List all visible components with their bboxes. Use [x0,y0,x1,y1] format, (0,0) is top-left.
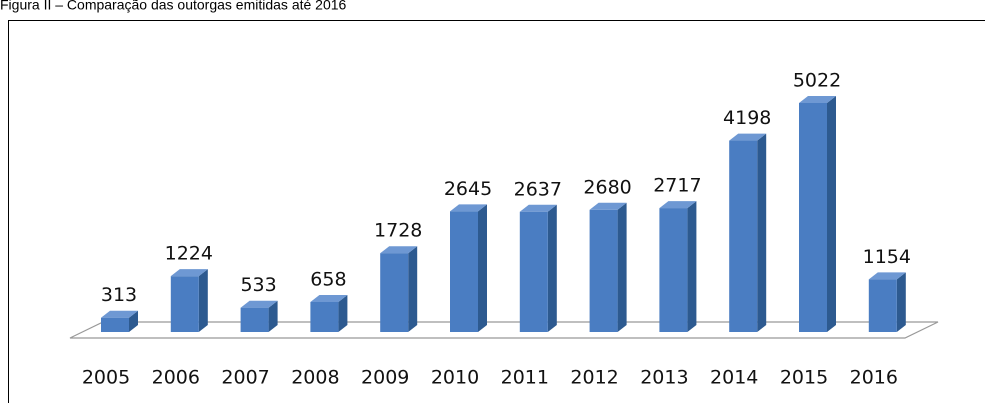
bar [101,317,129,332]
x-tick-label: 2011 [501,367,549,389]
bar-top [310,294,348,302]
value-label: 2645 [444,178,492,200]
bar [240,307,269,332]
bar [450,211,478,332]
bar-side [478,204,487,332]
x-tick-label: 2012 [570,367,618,389]
value-label: 533 [240,274,276,296]
bar-top [170,269,208,277]
bar [729,140,758,332]
bar-side [268,300,278,332]
value-label: 1728 [374,220,422,242]
x-tick-label: 2014 [710,367,758,389]
bar [589,209,618,332]
bar-side [198,269,208,332]
value-label: 313 [101,284,137,306]
x-tick-label: 2009 [361,367,409,389]
value-label: 1224 [165,243,213,265]
bar-top [240,300,278,308]
bar [170,276,199,332]
bar-top [659,201,697,209]
bar-top [450,204,487,212]
bar [659,208,688,332]
bar-side [896,272,906,332]
value-label: 2637 [514,178,562,200]
bar-top [868,272,906,280]
value-label: 5022 [793,70,841,92]
x-tick-label: 2016 [850,367,898,389]
bar [519,211,548,332]
chart-frame [8,20,985,403]
x-tick-label: 2010 [431,367,479,389]
chart-title: Figura II – Comparação das outorgas emit… [0,0,347,13]
value-label: 1154 [863,246,911,268]
value-label: 4198 [723,107,771,129]
bar-side [408,246,418,332]
bar-top [589,202,627,210]
bar-top [519,204,557,212]
x-tick-label: 2013 [640,367,688,389]
bar-side [687,201,697,332]
x-tick-label: 2007 [221,367,269,389]
x-tick-label: 2005 [82,367,130,389]
bar-top [380,246,418,254]
floor [69,321,939,339]
bar-side [129,310,138,332]
bar-top [101,310,138,318]
x-tick-label: 2006 [152,367,200,389]
value-label: 2680 [583,176,631,198]
bar-side [547,204,557,332]
bar-side [617,202,627,332]
x-tick-label: 2008 [291,367,339,389]
bar [868,279,897,332]
x-tick-label: 2015 [780,367,828,389]
bar [380,253,409,332]
bar-side [338,294,348,332]
bar-top [729,133,767,141]
bar [310,301,339,332]
bar-top [799,96,836,103]
value-label: 2717 [653,175,701,197]
value-label: 658 [310,268,346,290]
bar [799,103,827,332]
bar-side [757,133,767,332]
bar-side [827,96,836,332]
